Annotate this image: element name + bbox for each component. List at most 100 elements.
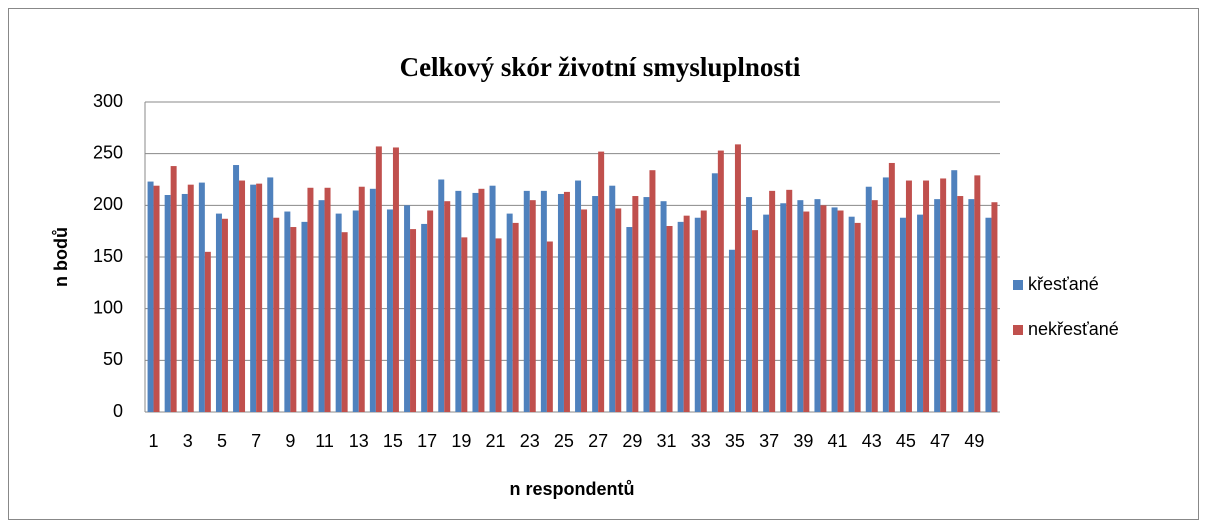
x-tick-label: 39 xyxy=(793,431,813,451)
bar xyxy=(940,178,947,412)
bar xyxy=(837,210,844,412)
x-tick-label: 45 xyxy=(896,431,916,451)
x-tick-label: 49 xyxy=(964,431,984,451)
bar xyxy=(865,186,872,412)
x-tick-label: 47 xyxy=(930,431,950,451)
bar xyxy=(763,214,770,412)
legend-label: křesťané xyxy=(1028,274,1099,294)
bar xyxy=(899,217,906,412)
bar xyxy=(615,208,622,412)
bar xyxy=(683,215,690,412)
bar xyxy=(307,187,314,412)
bar xyxy=(677,221,684,412)
x-tick-label: 31 xyxy=(657,431,677,451)
bar xyxy=(164,195,171,412)
bar xyxy=(290,227,297,412)
x-tick-label: 15 xyxy=(383,431,403,451)
bar xyxy=(472,192,479,412)
x-tick-label: 17 xyxy=(417,431,437,451)
bar xyxy=(341,232,348,412)
bar xyxy=(335,213,342,412)
bar xyxy=(369,188,376,412)
bar xyxy=(831,207,838,412)
bar xyxy=(301,221,308,412)
bar xyxy=(233,165,240,412)
bar xyxy=(848,216,855,412)
bar xyxy=(284,211,291,412)
bar xyxy=(917,214,924,412)
bar xyxy=(854,222,861,412)
bar xyxy=(803,211,810,412)
bar xyxy=(444,201,451,412)
bar xyxy=(215,213,222,412)
bar xyxy=(204,251,211,412)
bar xyxy=(489,185,496,412)
bar xyxy=(181,193,188,412)
x-tick-label: 27 xyxy=(588,431,608,451)
bar xyxy=(147,181,154,412)
bar xyxy=(786,189,793,412)
y-tick-label: 100 xyxy=(93,297,123,317)
x-tick-label: 19 xyxy=(451,431,471,451)
bar xyxy=(523,190,530,412)
bar xyxy=(632,196,639,412)
x-axis-title: n respondentů xyxy=(510,479,635,499)
bar xyxy=(991,202,998,412)
bar xyxy=(239,180,246,412)
bar xyxy=(563,191,570,412)
bar xyxy=(421,223,428,412)
bar xyxy=(957,196,964,412)
bar xyxy=(318,200,325,412)
bar xyxy=(711,173,718,412)
bar xyxy=(198,182,205,412)
bar xyxy=(540,190,547,412)
legend-swatch xyxy=(1013,325,1023,335)
x-tick-label: 23 xyxy=(520,431,540,451)
bar xyxy=(438,179,445,412)
bar xyxy=(746,197,753,412)
bar xyxy=(546,241,553,412)
bar xyxy=(324,187,331,412)
bar xyxy=(512,222,519,412)
x-tick-label: 11 xyxy=(315,431,334,451)
bar xyxy=(814,199,821,412)
bar xyxy=(273,217,280,412)
x-tick-label: 3 xyxy=(183,431,193,451)
y-tick-label: 50 xyxy=(103,349,123,369)
bar xyxy=(968,199,975,412)
bar xyxy=(495,238,502,412)
bar xyxy=(728,249,735,412)
bar xyxy=(871,200,878,412)
bar xyxy=(461,237,468,412)
x-tick-label: 37 xyxy=(759,431,779,451)
x-tick-label: 25 xyxy=(554,431,574,451)
y-tick-label: 150 xyxy=(93,246,123,266)
bar xyxy=(882,177,889,412)
x-tick-label: 41 xyxy=(828,431,848,451)
y-tick-label: 0 xyxy=(113,401,123,421)
x-tick-label: 1 xyxy=(149,431,159,451)
bar xyxy=(478,188,485,412)
bar xyxy=(700,210,707,412)
bar xyxy=(592,196,599,412)
x-tick-label: 7 xyxy=(251,431,261,451)
x-tick-label: 21 xyxy=(486,431,506,451)
bar xyxy=(974,175,981,412)
y-tick-label: 300 xyxy=(93,91,123,111)
x-tick-label: 43 xyxy=(862,431,882,451)
bar xyxy=(985,217,992,412)
legend-swatch xyxy=(1013,280,1023,290)
bar xyxy=(375,146,382,412)
x-tick-label: 35 xyxy=(725,431,745,451)
bar xyxy=(752,230,759,412)
bar xyxy=(392,147,399,412)
bar xyxy=(934,199,941,412)
bar xyxy=(626,227,633,412)
x-tick-label: 29 xyxy=(622,431,642,451)
bar xyxy=(153,185,160,412)
x-tick-label: 5 xyxy=(217,431,227,451)
y-tick-label: 200 xyxy=(93,194,123,214)
bar xyxy=(187,184,194,412)
bar xyxy=(221,218,228,412)
